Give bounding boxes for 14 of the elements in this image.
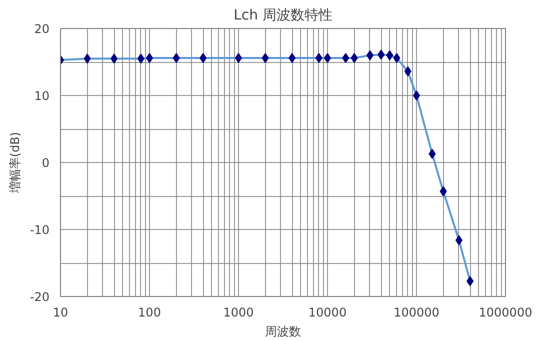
x-tick-label: 1000000	[478, 306, 532, 320]
y-tick-label: -10	[30, 223, 50, 237]
y-tick-label: 0	[42, 156, 50, 170]
x-tick-label: 10	[52, 306, 68, 320]
x-tick-label: 10000	[308, 306, 347, 320]
x-tick-label: 1000	[223, 306, 254, 320]
y-tick-label: -20	[30, 290, 50, 304]
y-tick-label: 20	[34, 22, 50, 36]
x-tick-label: 100	[138, 306, 161, 320]
y-tick-label: 10	[34, 89, 50, 103]
x-axis-title: 周波数	[265, 324, 301, 338]
chart-title: Lch 周波数特性	[234, 8, 332, 24]
x-tick-label: 100000	[394, 306, 440, 320]
y-axis-title: 増幅率(dB)	[8, 132, 22, 194]
